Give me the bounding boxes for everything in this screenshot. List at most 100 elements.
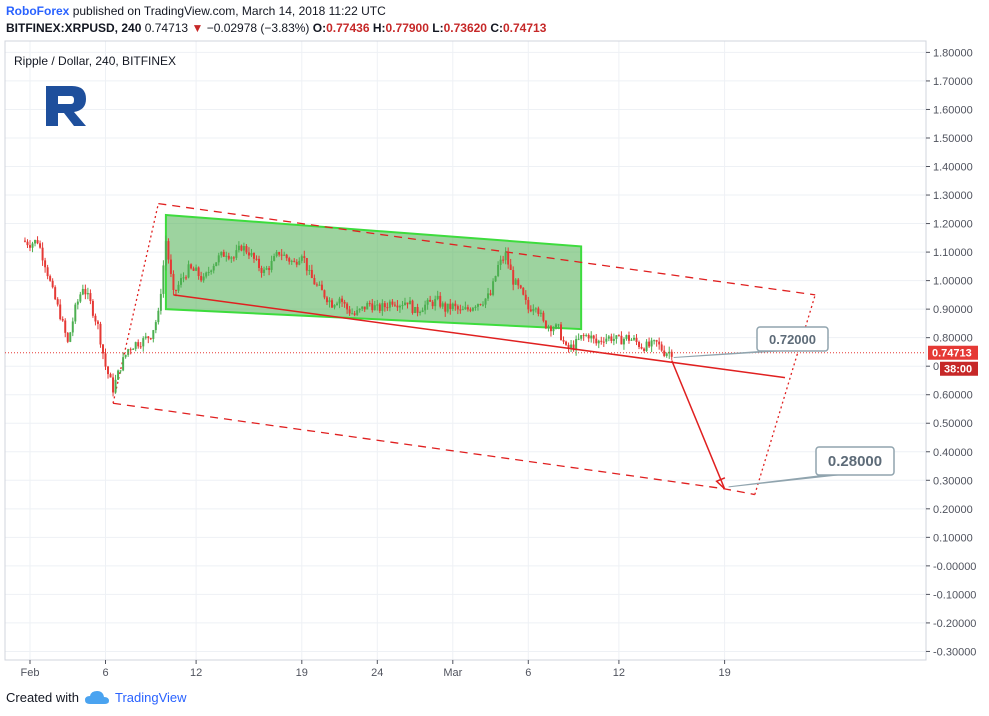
annotations[interactable]: 0.72000 0.28000 bbox=[673, 326, 895, 488]
candle-body bbox=[421, 310, 424, 312]
y-tick-label: 1.60000 bbox=[933, 104, 973, 116]
candle-body bbox=[620, 335, 623, 345]
candle-body bbox=[250, 252, 253, 256]
candle-body bbox=[658, 341, 661, 345]
trend-line[interactable] bbox=[173, 294, 786, 379]
candle-body bbox=[333, 305, 336, 308]
arrow-head-icon bbox=[715, 477, 726, 490]
low-value: 0.73620 bbox=[443, 21, 487, 35]
candle-body bbox=[325, 297, 328, 303]
candle-body bbox=[532, 308, 535, 312]
candle-body bbox=[492, 281, 495, 295]
candle-body bbox=[154, 322, 157, 331]
x-tick-label: Feb bbox=[21, 667, 40, 679]
candle-body bbox=[205, 272, 208, 277]
candle-body bbox=[514, 279, 517, 285]
candle-body bbox=[29, 245, 31, 248]
candle-body bbox=[149, 338, 152, 340]
candle-body bbox=[139, 346, 142, 348]
candle-body bbox=[192, 268, 195, 271]
candle-body bbox=[504, 252, 507, 261]
candle-body bbox=[169, 259, 172, 274]
candle-body bbox=[358, 308, 361, 311]
candle-body bbox=[300, 256, 303, 261]
highlight-box[interactable] bbox=[164, 213, 583, 331]
candle-body bbox=[615, 335, 618, 339]
candle-body bbox=[270, 260, 273, 270]
candle-body bbox=[494, 276, 497, 282]
candle-body bbox=[305, 257, 308, 271]
candle-body bbox=[353, 313, 356, 315]
price-change: −0.02978 (−3.83%) bbox=[206, 21, 310, 35]
candle-body bbox=[313, 278, 316, 285]
candle-body bbox=[99, 323, 102, 345]
candle-body bbox=[227, 255, 230, 259]
candle-body bbox=[86, 293, 89, 295]
channel-left-edge bbox=[112, 203, 159, 404]
x-tick-label: 19 bbox=[718, 667, 730, 679]
candle-body bbox=[273, 256, 276, 261]
price-badge-bg bbox=[928, 345, 978, 360]
candle-body bbox=[663, 350, 666, 356]
candle-body bbox=[107, 366, 110, 375]
candle-body bbox=[134, 342, 137, 349]
candle-body bbox=[393, 304, 396, 306]
candle-body bbox=[195, 267, 198, 271]
y-tick-label: 1.30000 bbox=[933, 190, 973, 202]
candle-body bbox=[142, 338, 145, 347]
trend-support-line bbox=[173, 294, 786, 379]
close-label: C: bbox=[490, 21, 503, 35]
callout-label: 0.72000 bbox=[769, 332, 816, 347]
price-callout[interactable]: 0.72000 bbox=[673, 326, 829, 358]
time-axis[interactable]: Feb 6 12 19 24 Mar 6 12 19 bbox=[5, 659, 926, 679]
candle-body bbox=[625, 335, 628, 339]
y-tick-label: 1.50000 bbox=[933, 133, 973, 145]
candle-body bbox=[190, 264, 193, 269]
tradingview-link[interactable]: TradingView bbox=[114, 690, 187, 705]
candle-body bbox=[449, 303, 452, 310]
target-arrow[interactable] bbox=[671, 360, 726, 490]
price-callout[interactable]: 0.28000 bbox=[728, 446, 895, 488]
candle-body bbox=[84, 288, 87, 295]
created-with-text: Created with bbox=[6, 690, 79, 705]
symbol-label: BITFINEX:XRPUSD, 240 bbox=[6, 21, 142, 35]
candle-body bbox=[567, 344, 570, 349]
candle-body bbox=[308, 269, 311, 271]
candle-body bbox=[338, 298, 341, 304]
candle-body bbox=[200, 276, 203, 281]
candle-body bbox=[235, 250, 238, 258]
last-price: 0.74713 bbox=[144, 21, 189, 35]
y-tick-label: 0.10000 bbox=[933, 532, 973, 544]
candle-body bbox=[285, 254, 288, 259]
candle-body bbox=[597, 340, 600, 344]
candle-body bbox=[539, 312, 542, 314]
ohlc-header: BITFINEX:XRPUSD, 240 0.74713 ▼ −0.02978 … bbox=[6, 20, 546, 36]
candle-body bbox=[91, 300, 94, 316]
candle-body bbox=[122, 357, 125, 371]
grid bbox=[5, 41, 926, 660]
low-label: L: bbox=[432, 21, 444, 35]
candle-body bbox=[416, 307, 419, 313]
candle-body bbox=[519, 285, 522, 288]
candle-body bbox=[280, 254, 283, 256]
callout-box bbox=[756, 326, 829, 352]
candle-body bbox=[610, 336, 613, 341]
candle-body bbox=[552, 328, 555, 332]
candle-body bbox=[482, 304, 484, 306]
candle-body bbox=[268, 268, 271, 270]
candle-body bbox=[587, 335, 590, 339]
publisher-link[interactable]: RoboForex bbox=[6, 4, 70, 18]
candle-body bbox=[182, 277, 185, 279]
candle-body bbox=[534, 308, 537, 310]
candle-body bbox=[396, 305, 399, 308]
candle-body bbox=[263, 269, 266, 273]
candle-body bbox=[144, 336, 147, 339]
candle-body bbox=[439, 295, 442, 307]
candle-body bbox=[582, 335, 585, 337]
candle-body bbox=[426, 299, 429, 305]
candle-body bbox=[31, 243, 34, 248]
candle-body bbox=[537, 308, 540, 314]
candle-body bbox=[600, 340, 603, 342]
candle-body bbox=[207, 271, 210, 273]
